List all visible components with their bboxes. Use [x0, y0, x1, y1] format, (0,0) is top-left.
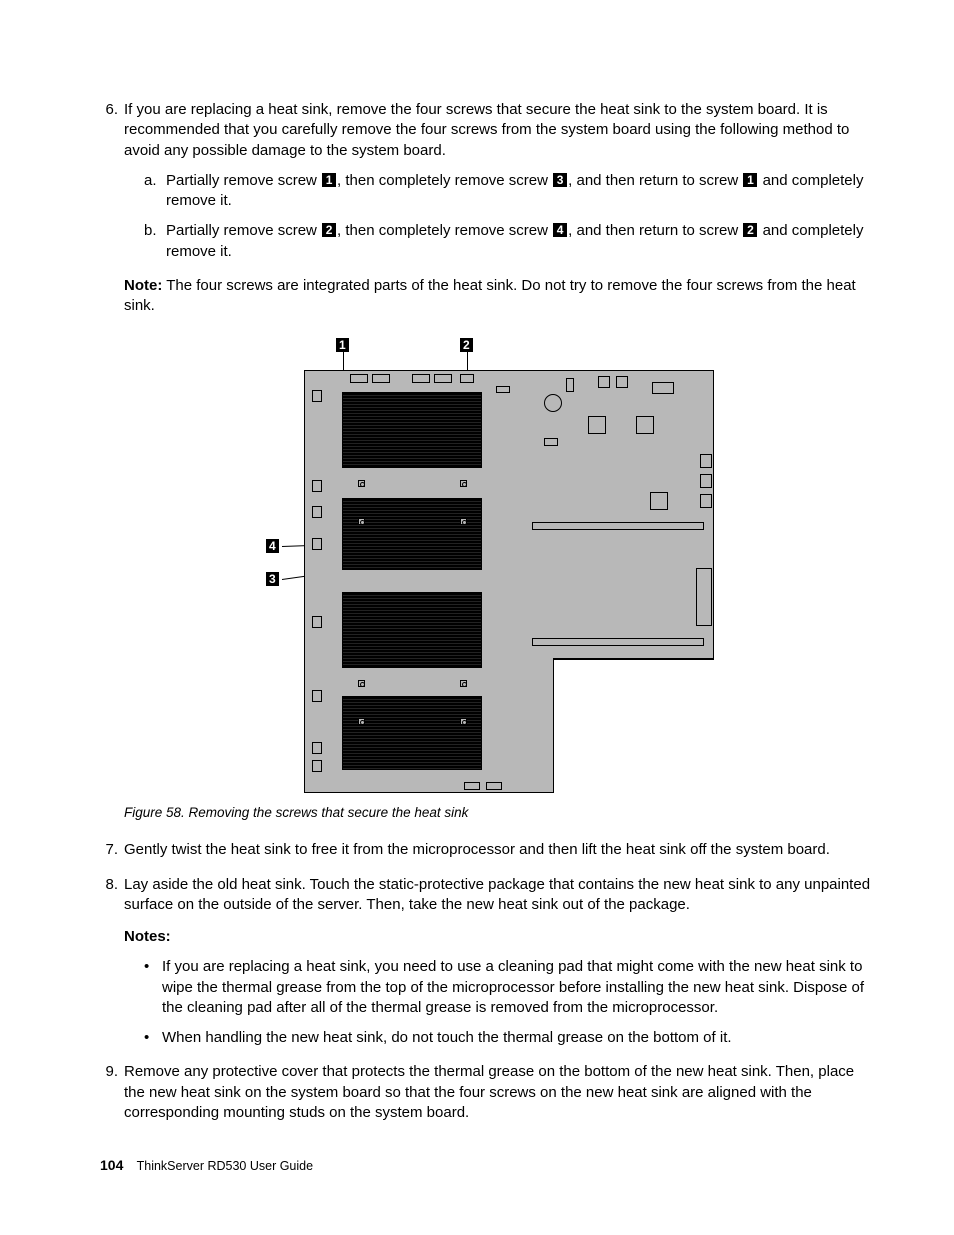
text: , and then return to screw	[568, 222, 742, 239]
step-text: Gently twist the heat sink to free it fr…	[124, 841, 830, 858]
slot	[312, 690, 322, 702]
diagram-callout-4: 4	[266, 539, 279, 553]
step-number: 8.	[98, 875, 118, 895]
screw-icon	[358, 680, 365, 687]
leader	[467, 352, 468, 370]
screw-icon	[460, 680, 467, 687]
callout-2: 2	[322, 223, 336, 237]
slot	[312, 390, 322, 402]
procedure-list: 6. If you are replacing a heat sink, rem…	[100, 100, 874, 262]
substep-a: a. Partially remove screw 1, then comple…	[144, 171, 874, 212]
procedure-list-cont: 7. Gently twist the heat sink to free it…	[100, 840, 874, 1123]
callout-4: 4	[553, 223, 567, 237]
page-footer: 104 ThinkServer RD530 User Guide	[100, 1156, 313, 1175]
step-6: 6. If you are replacing a heat sink, rem…	[100, 100, 874, 262]
slot	[312, 506, 322, 518]
port	[372, 374, 390, 383]
connector	[464, 782, 480, 790]
edge-notch	[700, 494, 712, 508]
step-9: 9. Remove any protective cover that prot…	[100, 1062, 874, 1123]
diagram-callout-1: 1	[336, 338, 349, 352]
component	[598, 376, 610, 388]
note-label: Note:	[124, 277, 162, 294]
page: 6. If you are replacing a heat sink, rem…	[0, 0, 954, 1235]
text: Partially remove screw	[166, 172, 321, 189]
callout-2: 2	[743, 223, 757, 237]
leader	[343, 352, 344, 370]
slot	[312, 538, 322, 550]
component	[544, 438, 558, 446]
board-diagram: 1 2 4 3	[264, 334, 714, 794]
screw-icon	[460, 718, 467, 725]
edge-notch	[700, 454, 712, 468]
notes-heading: Notes:	[124, 927, 874, 947]
note-block: Note: The four screws are integrated par…	[124, 276, 874, 317]
component	[650, 492, 668, 510]
text: , and then return to screw	[568, 172, 742, 189]
callout-3: 3	[553, 173, 567, 187]
note-bullet: When handling the new heat sink, do not …	[144, 1028, 874, 1048]
edge-notch	[700, 474, 712, 488]
figure-caption: Figure 58. Removing the screws that secu…	[124, 804, 874, 822]
substep-number: a.	[144, 171, 157, 191]
memory-bank	[342, 498, 482, 570]
callout-1: 1	[322, 173, 336, 187]
step-7: 7. Gently twist the heat sink to free it…	[100, 840, 874, 860]
component	[566, 378, 574, 392]
port	[434, 374, 452, 383]
screw-icon	[460, 518, 467, 525]
notes-list: If you are replacing a heat sink, you ne…	[144, 957, 874, 1048]
figure-58: 1 2 4 3	[124, 334, 874, 794]
edge-bracket	[696, 568, 712, 626]
screw-icon	[358, 480, 365, 487]
page-number: 104	[100, 1157, 123, 1173]
connector	[486, 782, 502, 790]
memory-bank	[342, 392, 482, 468]
port	[350, 374, 368, 383]
screw-icon	[358, 718, 365, 725]
substep-number: b.	[144, 221, 157, 241]
slot	[312, 616, 322, 628]
screw-icon	[460, 480, 467, 487]
port	[496, 386, 510, 393]
component	[588, 416, 606, 434]
text: , then completely remove screw	[337, 172, 552, 189]
step-8: 8. Lay aside the old heat sink. Touch th…	[100, 875, 874, 1049]
diagram-callout-3: 3	[266, 572, 279, 586]
diagram-callout-2: 2	[460, 338, 473, 352]
step-number: 9.	[98, 1062, 118, 1082]
component	[652, 382, 674, 394]
callout-1: 1	[743, 173, 757, 187]
doc-title: ThinkServer RD530 User Guide	[137, 1159, 313, 1173]
screw-icon	[358, 518, 365, 525]
slot	[312, 480, 322, 492]
step-text: If you are replacing a heat sink, remove…	[124, 101, 849, 159]
slot	[312, 760, 322, 772]
slot	[312, 742, 322, 754]
note-text: The four screws are integrated parts of …	[124, 277, 856, 314]
step-number: 6.	[98, 100, 118, 120]
component	[636, 416, 654, 434]
substep-b: b. Partially remove screw 2, then comple…	[144, 221, 874, 262]
pci-slot	[532, 522, 704, 530]
memory-bank	[342, 696, 482, 770]
pci-slot	[532, 638, 704, 646]
step-text: Remove any protective cover that protect…	[124, 1063, 854, 1121]
note-bullet: If you are replacing a heat sink, you ne…	[144, 957, 874, 1018]
substeps: a. Partially remove screw 1, then comple…	[144, 171, 874, 262]
step-number: 7.	[98, 840, 118, 860]
port	[412, 374, 430, 383]
text: , then completely remove screw	[337, 222, 552, 239]
memory-bank	[342, 592, 482, 668]
text: Partially remove screw	[166, 222, 321, 239]
board-edge	[553, 658, 714, 660]
port	[460, 374, 474, 383]
step-text: Lay aside the old heat sink. Touch the s…	[124, 876, 870, 913]
component	[616, 376, 628, 388]
